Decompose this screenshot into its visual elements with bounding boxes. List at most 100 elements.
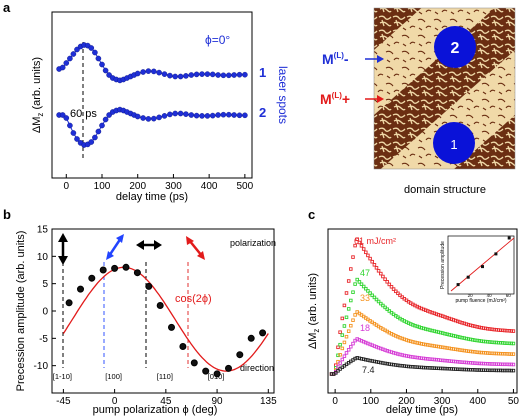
panel-c-point-3-31 <box>396 352 400 356</box>
panel-a-point-1-33 <box>193 71 200 78</box>
panel-a-point-1-10 <box>92 49 98 56</box>
panel-c-point-1-5 <box>340 333 345 337</box>
panel-c-point-1-66 <box>471 338 475 342</box>
laser-spot-1-label: 1 <box>450 137 457 152</box>
panel-c-point-4-38 <box>411 365 415 369</box>
panel-c-point-0-4 <box>338 330 342 334</box>
panel-a-point-2-10 <box>92 134 98 141</box>
panel-a-xlabel: delay time (ps) <box>116 191 188 203</box>
panel-c-point-0-6 <box>342 303 347 308</box>
panel-a-point-1-26 <box>156 69 162 76</box>
panel-a-point-1-24 <box>145 68 152 74</box>
panel-a-point-2-35 <box>204 113 211 119</box>
panel-c-point-2-54 <box>445 346 449 350</box>
direction-tick-labels: [1-10][100][110][010] <box>53 372 225 381</box>
panel-c-point-0-66 <box>471 324 475 328</box>
panel-a-right-label: laser spots <box>276 66 290 124</box>
panel-c-point-3-84 <box>509 362 514 367</box>
panel-c-point-0-64 <box>466 322 471 327</box>
panel-c-point-1-26 <box>385 307 389 311</box>
panel-c-point-0-3 <box>336 345 340 350</box>
panel-a-point-1-37 <box>215 72 221 78</box>
panel-c-point-4-48 <box>432 366 437 370</box>
panel-c-point-1-15 <box>361 284 366 289</box>
panel-a-xtick-label-0: 0 <box>64 181 70 192</box>
panel-c-frame <box>327 228 518 394</box>
panel-c-point-0-44 <box>423 308 428 312</box>
inset-xtick-label-0: 20 <box>468 293 474 298</box>
panel-a-point-1-29 <box>172 73 178 80</box>
panel-c-point-3-8 <box>346 348 351 352</box>
panel-c-point-2-46 <box>428 343 432 348</box>
panel-c-point-4-40 <box>415 365 419 369</box>
panel-c-point-1-84 <box>509 341 514 346</box>
panel-a-point-1-3 <box>67 55 73 62</box>
m-minus-label: M(L)- <box>322 51 349 67</box>
panel-c-point-0-25 <box>383 277 387 281</box>
panel-c-point-0-56 <box>449 317 454 321</box>
panel-a-point-1-22 <box>134 70 141 77</box>
panel-c-point-4-11 <box>353 356 357 361</box>
panel-c-point-0-20 <box>372 263 377 267</box>
panel-c-point-4-74 <box>488 368 492 373</box>
panel-c-point-4-18 <box>368 358 372 363</box>
panel-c-point-0-49 <box>434 312 439 316</box>
panel-c-point-1-7 <box>344 315 349 320</box>
panel-c-point-1-8 <box>346 307 351 311</box>
panel-c-point-3-20 <box>372 344 377 348</box>
panel-a-point-2-3 <box>67 122 73 129</box>
panel-c-point-4-3 <box>336 369 340 373</box>
panel-c-point-0-63 <box>464 322 469 326</box>
panel-c-point-1-71 <box>481 339 486 344</box>
panel-c-point-3-21 <box>374 345 379 349</box>
panel-letter-b: b <box>3 207 11 222</box>
panel-c-point-3-59 <box>456 360 460 364</box>
panel-a-point-2-25 <box>150 115 157 122</box>
panel-c-point-1-46 <box>428 328 432 332</box>
panel-c-point-1-61 <box>460 335 464 340</box>
panel-a-point-2-30 <box>177 110 184 117</box>
panel-c-inset: pump fluence (mJ/cm²) Precession amplitu… <box>440 235 515 304</box>
panel-c-point-3-85 <box>511 362 516 367</box>
panel-c-point-2-48 <box>432 344 437 348</box>
direction-label: direction <box>240 363 274 373</box>
panel-c-ylabel-sub: z <box>312 329 321 333</box>
panel-b-point-14 <box>225 364 232 372</box>
panel-c-point-0-12 <box>355 237 359 241</box>
panel-c-point-1-56 <box>449 333 454 337</box>
panel-c-point-4-31 <box>396 363 400 368</box>
panel-c-point-0-15 <box>361 247 366 251</box>
panel-c-point-2-43 <box>421 342 426 346</box>
panel-b-xtick-label-2: 45 <box>160 396 172 407</box>
panel-c-point-0-58 <box>453 318 458 323</box>
panel-c-point-3-4 <box>338 361 342 365</box>
panel-c-point-0-8 <box>346 279 351 283</box>
panel-letter-a: a <box>3 0 11 15</box>
panel-c-point-1-43 <box>421 326 426 331</box>
panel-a-point-1-27 <box>161 71 168 77</box>
panel-c-point-1-41 <box>417 325 422 329</box>
laser-spot-2-label: 2 <box>451 40 460 57</box>
panel-c-xtick-label-2: 200 <box>398 396 415 407</box>
panel-c-point-0-14 <box>359 244 364 248</box>
panel-c-point-0-18 <box>368 256 372 261</box>
panel-a-point-2-9 <box>88 139 95 145</box>
panel-b-point-8 <box>156 302 164 309</box>
panel-c-point-2-81 <box>503 352 507 356</box>
panel-a-point-1-12 <box>99 61 105 68</box>
panel-c-point-4-49 <box>434 366 439 370</box>
panel-c-point-1-44 <box>423 327 428 331</box>
panel-a-point-2-33 <box>193 112 200 119</box>
panel-a-point-2-41 <box>236 112 243 119</box>
panel-c-point-1-54 <box>445 332 449 336</box>
panel-c-point-0-7 <box>344 291 349 295</box>
panel-a-point-1-25 <box>150 68 157 75</box>
panel-c-point-3-41 <box>417 356 422 360</box>
panel-b-yticks: -10 -5 0 5 10 15 <box>34 225 56 372</box>
panel-c-xtick-label-1: 100 <box>362 396 379 407</box>
panel-b-fit-label: cos(2ϕ) <box>175 293 212 305</box>
panel-a-point-1-35 <box>204 71 211 77</box>
panel-a-xtick-label-1: 100 <box>94 181 111 192</box>
panel-a-point-2-26 <box>156 114 162 121</box>
